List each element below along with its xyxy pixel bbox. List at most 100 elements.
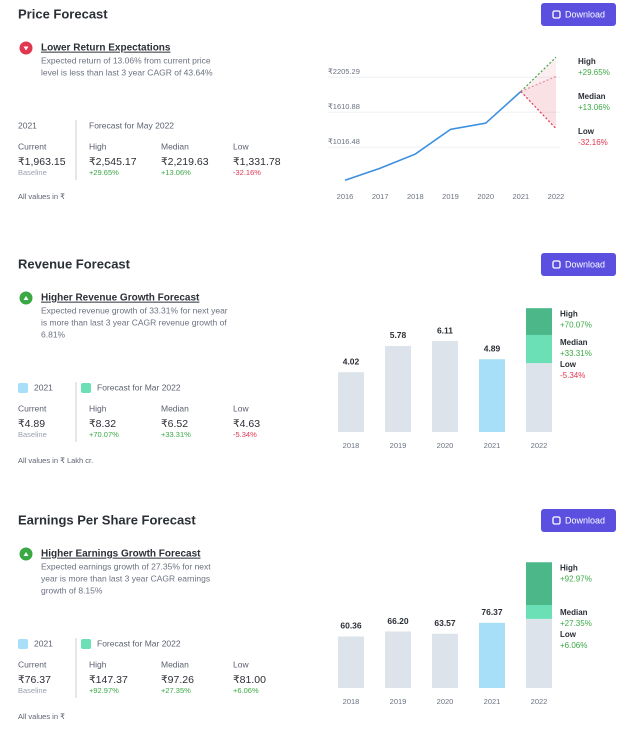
- stat-label: Low: [233, 141, 249, 151]
- x-tick-label: 2019: [390, 697, 407, 706]
- forecast-name: High: [560, 309, 578, 318]
- stat-change: +70.07%: [89, 430, 119, 439]
- stat-label: High: [89, 659, 107, 669]
- forecast-bar: [526, 605, 552, 619]
- forecast-label: Forecast for Mar 2022: [97, 382, 181, 392]
- stat-label: High: [89, 141, 107, 151]
- forecast-bar: [526, 618, 552, 688]
- x-tick-label: 2022: [531, 441, 548, 450]
- stat-change: +13.06%: [161, 168, 191, 177]
- download-icon[interactable]: [552, 516, 561, 525]
- stat-change: +92.97%: [89, 686, 119, 695]
- stat-note: Baseline: [18, 168, 47, 177]
- trend-arrow: [23, 552, 29, 556]
- legend-swatch: [81, 639, 91, 649]
- x-tick-label: 2016: [337, 192, 354, 201]
- stat-change: +6.06%: [233, 686, 259, 695]
- forecast-change: +13.06%: [578, 103, 610, 112]
- stat-value: ₹1,963.15: [18, 156, 66, 168]
- description: growth of 8.15%: [41, 585, 103, 595]
- forecast-change: +6.06%: [560, 641, 587, 650]
- stat-value: ₹2,545.17: [89, 156, 137, 168]
- x-tick-label: 2022: [548, 192, 565, 201]
- legend-swatch: [18, 639, 28, 649]
- stat-value: ₹81.00: [233, 674, 266, 686]
- stat-label: Median: [161, 141, 189, 151]
- stat-change: -32.16%: [233, 168, 261, 177]
- bar-label: 76.37: [481, 607, 503, 617]
- bar: [385, 345, 411, 432]
- section-title: Revenue Forecast: [18, 256, 131, 271]
- stat-value: ₹8.32: [89, 418, 116, 430]
- x-tick-label: 2020: [477, 192, 494, 201]
- forecast-bar: [526, 308, 552, 335]
- bar-label: 4.89: [484, 343, 501, 353]
- stat-label: Median: [161, 659, 189, 669]
- forecast-label: Forecast for Mar 2022: [97, 638, 181, 648]
- bar-label: 4.02: [343, 356, 360, 366]
- stat-label: Low: [233, 659, 249, 669]
- y-tick-label: ₹1016.48: [328, 137, 360, 146]
- download-text[interactable]: Download: [565, 9, 605, 19]
- description: 6.81%: [41, 329, 66, 339]
- forecast-name: High: [560, 563, 578, 572]
- x-tick-label: 2018: [407, 192, 424, 201]
- forecast-change: -32.16%: [578, 138, 608, 147]
- bar-label: 63.57: [434, 618, 456, 628]
- description: is more than last 3 year CAGR revenue gr…: [41, 317, 227, 327]
- forecast-change: +29.65%: [578, 68, 610, 77]
- description: Expected earnings growth of 27.35% for n…: [41, 561, 211, 571]
- download-icon[interactable]: [552, 260, 561, 269]
- bar: [432, 633, 458, 688]
- forecast-name: Low: [578, 127, 595, 136]
- download-button[interactable]: [541, 3, 616, 26]
- description: Expected return of 13.06% from current p…: [41, 55, 211, 65]
- description: level is less than last 3 year CAGR of 4…: [41, 67, 213, 77]
- forecast-name: Median: [578, 92, 606, 101]
- forecast-bar: [526, 363, 552, 432]
- stat-change: +33.31%: [161, 430, 191, 439]
- forecast-change: +92.97%: [560, 574, 592, 583]
- download-button[interactable]: [541, 509, 616, 532]
- stat-value: ₹1,331.78: [233, 156, 281, 168]
- stat-value: ₹4.89: [18, 418, 45, 430]
- forecast-name: Low: [560, 360, 577, 369]
- stat-change: -5.34%: [233, 430, 257, 439]
- download-icon[interactable]: [552, 10, 561, 19]
- forecast-line: [520, 91, 557, 130]
- section-title: Earnings Per Share Forecast: [18, 512, 196, 527]
- bar: [385, 631, 411, 688]
- forecast-change: +27.35%: [560, 619, 592, 628]
- bar-label: 60.36: [340, 621, 362, 631]
- bar-label: 66.20: [387, 616, 409, 626]
- stat-note: Baseline: [18, 430, 47, 439]
- download-text[interactable]: Download: [565, 259, 605, 269]
- description: Expected revenue growth of 33.31% for ne…: [41, 305, 228, 315]
- download-button[interactable]: [541, 253, 616, 276]
- forecast-band: [520, 76, 556, 129]
- x-tick-label: 2019: [442, 192, 459, 201]
- bar-label: 6.11: [437, 325, 453, 335]
- stat-label: Median: [161, 403, 189, 413]
- stat-label: Current: [18, 141, 47, 151]
- y-tick-label: ₹2205.29: [328, 67, 360, 76]
- stat-value: ₹6.52: [161, 418, 188, 430]
- x-tick-label: 2019: [390, 441, 407, 450]
- bar-label: 5.78: [390, 330, 407, 340]
- price-line: [344, 90, 522, 182]
- year-label: 2021: [34, 382, 53, 392]
- x-tick-label: 2021: [484, 697, 501, 706]
- headline: Higher Earnings Growth Forecast: [41, 549, 201, 560]
- forecast-change: +70.07%: [560, 320, 592, 329]
- x-tick-label: 2022: [531, 697, 548, 706]
- bar: [432, 341, 458, 432]
- x-tick-label: 2021: [484, 441, 501, 450]
- forecast-bar: [526, 562, 552, 606]
- headline: Lower Return Expectations: [41, 43, 171, 54]
- stat-label: Low: [233, 403, 249, 413]
- forecast-name: High: [578, 57, 596, 66]
- x-tick-label: 2017: [372, 192, 389, 201]
- stat-note: Baseline: [18, 686, 47, 695]
- download-text[interactable]: Download: [565, 515, 605, 525]
